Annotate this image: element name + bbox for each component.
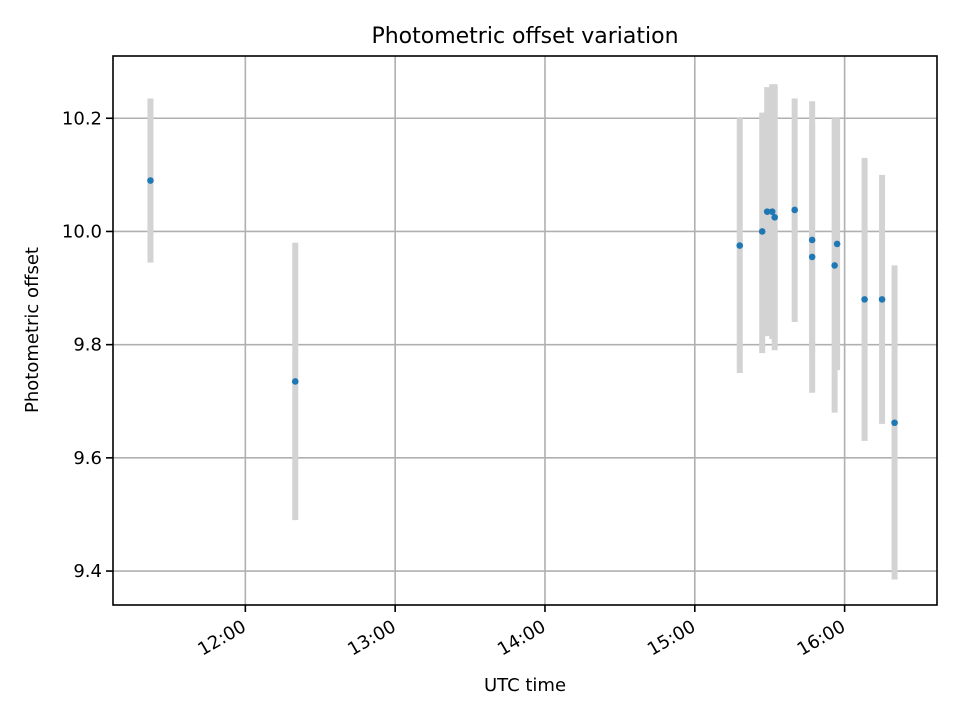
data-point <box>763 208 771 215</box>
data-point <box>147 177 154 184</box>
data-point <box>833 240 841 248</box>
y-tick-label: 10.0 <box>62 221 102 242</box>
y-axis-label: Photometric offset <box>22 247 43 413</box>
chart-title: Photometric offset variation <box>371 24 678 49</box>
data-point <box>808 236 816 244</box>
data-point <box>736 242 744 249</box>
data-point <box>771 214 778 221</box>
data-point <box>861 296 868 303</box>
y-tick-label: 9.8 <box>73 335 102 356</box>
point-layer <box>147 177 898 427</box>
data-point <box>878 296 886 303</box>
x-axis-label: UTC time <box>484 675 566 696</box>
y-tick-label: 9.4 <box>73 561 102 582</box>
data-point <box>831 262 838 269</box>
data-point <box>768 208 776 215</box>
y-tick-label: 9.6 <box>73 448 102 469</box>
plot-frame <box>112 55 938 606</box>
grid-layer <box>113 56 937 605</box>
data-point <box>791 206 798 214</box>
y-tick-label: 10.2 <box>62 108 102 129</box>
data-point <box>808 253 816 261</box>
data-point <box>758 228 766 235</box>
data-point <box>291 378 299 385</box>
data-point <box>891 419 898 427</box>
